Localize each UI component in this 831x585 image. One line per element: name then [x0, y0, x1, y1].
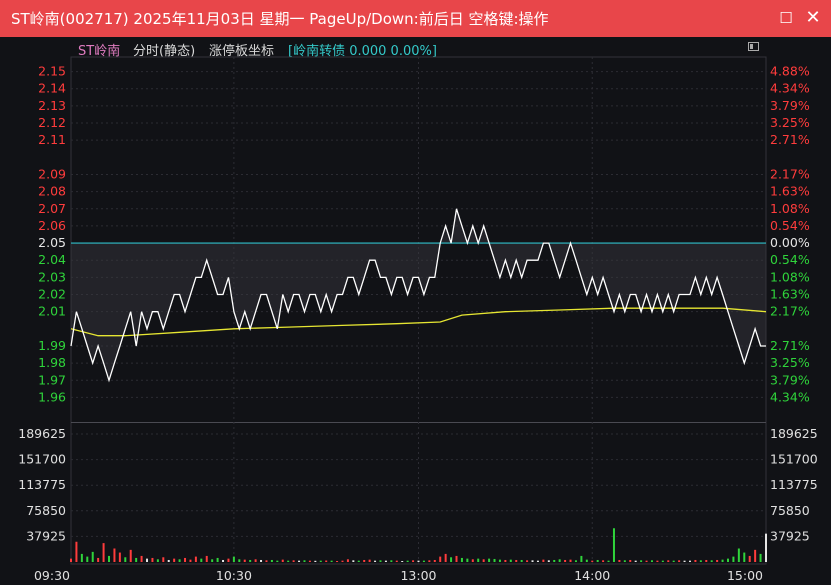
percent-tick-label: 3.79% — [770, 98, 810, 113]
price-tick-label: 2.02 — [38, 287, 66, 302]
price-tick-label: 2.09 — [38, 166, 66, 181]
percent-tick-label: 2.71% — [770, 338, 810, 353]
price-tick-label: 2.03 — [38, 269, 66, 284]
time-tick-label: 15:00 — [727, 568, 763, 583]
percent-tick-label: 4.34% — [770, 389, 810, 404]
price-tick-label: 2.07 — [38, 201, 66, 216]
panel-toggle-icon[interactable] — [748, 42, 759, 51]
percent-axis: 4.88% 4.34% 3.79% 3.25% 2.71% 2.17% 1.63% 1.08%… — [770, 64, 810, 405]
percent-tick-label: 4.34% — [770, 81, 810, 96]
price-tick-label: 2.06 — [38, 218, 66, 233]
time-tick-label: 13:00 — [400, 568, 436, 583]
time-tick-label: 10:30 — [216, 568, 252, 583]
percent-tick-label: 1.08% — [770, 201, 810, 216]
volume-tick-label: 189625 — [18, 426, 66, 441]
close-icon[interactable]: ✕ — [805, 7, 821, 28]
percent-tick-label: 3.25% — [770, 115, 810, 130]
volume-tick-label-right: 113775 — [770, 477, 818, 492]
volume-axis: 189625 189625 151700 151700 113775 113775 7585… — [18, 426, 817, 543]
percent-tick-label: 2.17% — [770, 166, 810, 181]
time-tick-label: 14:00 — [574, 568, 610, 583]
average-price-line — [70, 307, 767, 337]
percent-tick-label: 0.00% — [770, 235, 810, 250]
percent-tick-label: 4.88% — [770, 64, 810, 79]
volume-bars — [70, 528, 767, 562]
price-tick-label: 1.98 — [38, 355, 66, 370]
volume-tick-label: 113775 — [18, 477, 66, 492]
volume-tick-label: 37925 — [26, 528, 66, 543]
chart-header: ST岭南 分时(静态) 涨停板坐标 [岭南转债 0.000 0.00%] — [0, 37, 831, 59]
volume-tick-label: 151700 — [18, 452, 66, 467]
stock-name-label: ST岭南 — [78, 44, 121, 59]
price-area-fill — [71, 208, 766, 381]
percent-tick-label: 2.71% — [770, 132, 810, 147]
convertible-bond-label[interactable]: [岭南转债 0.000 0.00%] — [288, 44, 437, 59]
scale-mode-label[interactable]: 涨停板坐标 — [209, 44, 275, 59]
price-axis: 2.15 2.14 2.13 2.12 2.11 2.09 2.08 2.07 2.06 2.05… — [38, 64, 66, 405]
percent-tick-label: 1.63% — [770, 184, 810, 199]
price-tick-label: 1.97 — [38, 372, 66, 387]
price-tick-label: 2.11 — [38, 132, 66, 147]
percent-tick-label: 1.63% — [770, 287, 810, 302]
volume-tick-label-right: 75850 — [770, 503, 810, 518]
volume-tick-label-right: 37925 — [770, 528, 810, 543]
percent-tick-label: 0.54% — [770, 252, 810, 267]
price-tick-label: 2.15 — [38, 64, 66, 79]
time-axis: 09:30 10:30 13:00 14:00 15:00 — [34, 568, 763, 583]
volume-tick-label-right: 189625 — [770, 426, 818, 441]
price-tick-label: 2.01 — [38, 304, 66, 319]
volume-tick-label: 75850 — [26, 503, 66, 518]
intraday-chart[interactable]: 2.15 2.14 2.13 2.12 2.11 2.09 2.08 2.07 2.06 2.05… — [0, 37, 831, 585]
volume-tick-label-right: 151700 — [770, 452, 818, 467]
percent-tick-label: 1.08% — [770, 269, 810, 284]
price-tick-label: 1.99 — [38, 338, 66, 353]
price-tick-label: 2.08 — [38, 184, 66, 199]
price-tick-label: 2.04 — [38, 252, 66, 267]
window-title: ST岭南(002717) 2025年11月03日 星期一 PageUp/Down… — [11, 10, 549, 28]
chart-mode-label[interactable]: 分时(静态) — [133, 44, 196, 59]
price-line — [70, 208, 766, 383]
maximize-icon[interactable]: ☐ — [779, 9, 793, 27]
price-tick-label: 2.05 — [38, 235, 66, 250]
percent-tick-label: 2.17% — [770, 304, 810, 319]
title-bar: ST岭南(002717) 2025年11月03日 星期一 PageUp/Down… — [0, 0, 831, 37]
price-tick-label: 2.12 — [38, 115, 66, 130]
percent-tick-label: 0.54% — [770, 218, 810, 233]
price-tick-label: 2.14 — [38, 81, 66, 96]
price-tick-label: 2.13 — [38, 98, 66, 113]
percent-tick-label: 3.79% — [770, 372, 810, 387]
time-tick-label: 09:30 — [34, 568, 70, 583]
price-tick-label: 1.96 — [38, 389, 66, 404]
intraday-chart-panel[interactable]: ST岭南 分时(静态) 涨停板坐标 [岭南转债 0.000 0.00%] 2.1… — [0, 37, 831, 585]
percent-tick-label: 3.25% — [770, 355, 810, 370]
